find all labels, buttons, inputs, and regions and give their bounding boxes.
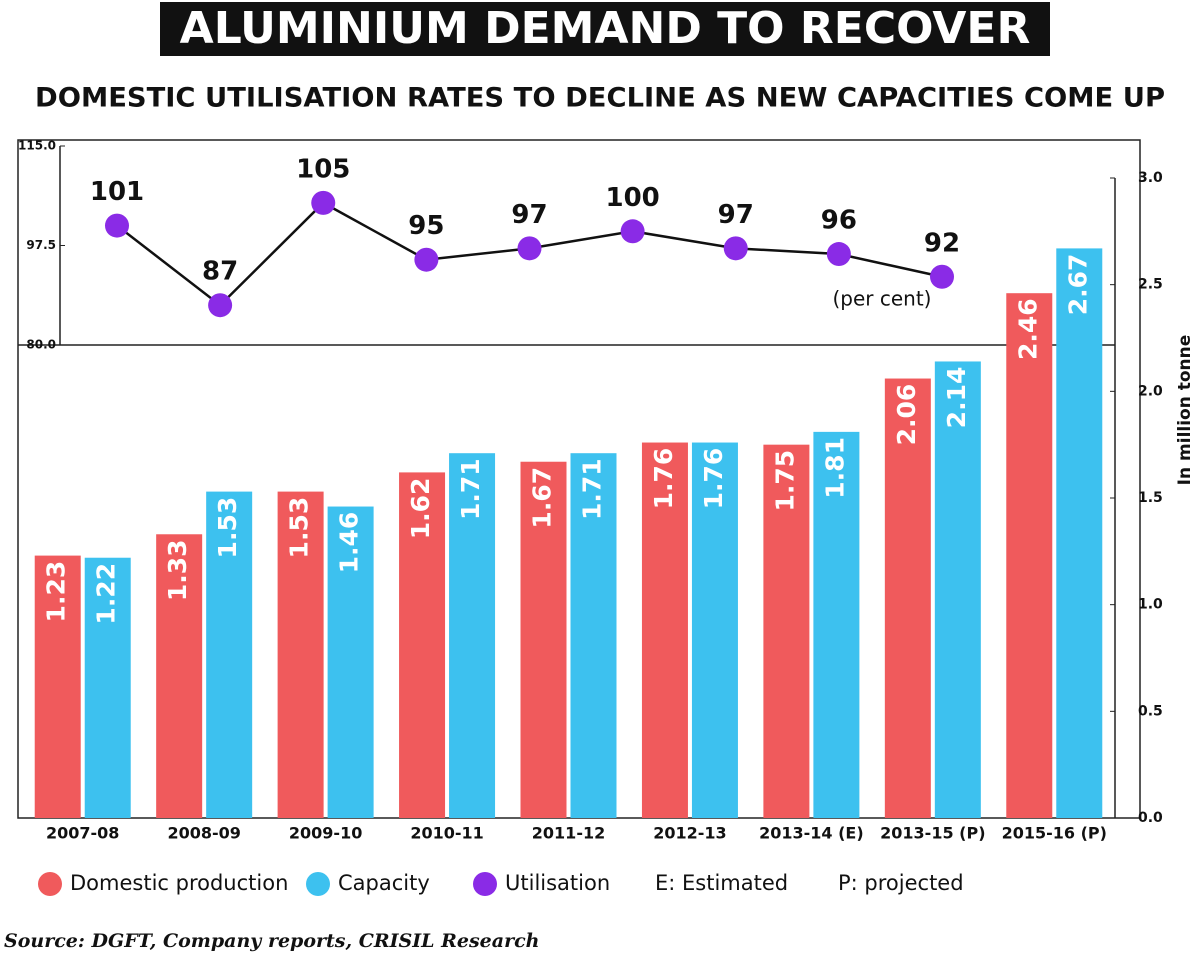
data-label: 2.67 — [1063, 254, 1092, 316]
bar — [641, 442, 688, 818]
bar — [884, 378, 931, 818]
data-label: 1.67 — [528, 467, 557, 529]
bar — [1056, 248, 1103, 818]
x-tick-label: 2009-10 — [289, 824, 362, 843]
y-tick-label: 80.0 — [26, 338, 56, 352]
data-label: 92 — [924, 228, 960, 258]
y-axis-label: In million tonne — [1175, 335, 1195, 486]
bar — [813, 431, 860, 818]
data-label: 87 — [202, 257, 238, 287]
data-label: 1.22 — [92, 563, 121, 625]
utilisation-dot — [517, 236, 542, 261]
utilisation-dot — [930, 264, 954, 289]
data-label: 100 — [605, 183, 659, 213]
y-tick-label: 0.5 — [1138, 703, 1163, 719]
y-tick-label: 2.5 — [1138, 277, 1163, 293]
x-tick-label: 2008-09 — [167, 824, 240, 843]
data-label: 97 — [511, 200, 547, 230]
data-label: 1.71 — [578, 458, 607, 520]
legend-swatch — [473, 872, 497, 896]
y-tick-label: 3.0 — [1138, 170, 1163, 186]
y-tick-label: 115.0 — [18, 139, 56, 153]
data-label: 1.76 — [649, 448, 678, 510]
bar — [520, 461, 567, 818]
utilisation-dot — [723, 236, 748, 261]
data-label: 101 — [90, 177, 144, 207]
bar — [934, 361, 981, 818]
data-label: 1.75 — [770, 450, 799, 512]
y-tick-label: 97.5 — [26, 238, 56, 252]
bar — [763, 444, 810, 818]
y-tick-label: 1.5 — [1138, 490, 1163, 506]
x-tick-label: 2013-15 (P) — [880, 824, 985, 843]
bar — [84, 557, 131, 818]
chart-title: ALUMINIUM DEMAND TO RECOVER — [180, 3, 1031, 54]
source: Source: DGFT, Company reports, CRISIL Re… — [4, 930, 539, 952]
chart-subtitle: DOMESTIC UTILISATION RATES TO DECLINE AS… — [35, 83, 1165, 114]
note: P: projected — [838, 871, 964, 895]
y-tick-label: 2.0 — [1138, 383, 1163, 399]
utilisation-dot — [105, 213, 129, 238]
data-label: 1.53 — [213, 497, 242, 559]
data-label: 105 — [296, 154, 350, 184]
utilisation-dot — [208, 293, 233, 318]
legend-swatch — [306, 872, 330, 896]
y-tick-label: 1.0 — [1138, 597, 1163, 613]
legend-label: Domestic production — [70, 871, 288, 895]
bar — [327, 506, 374, 818]
legend-label: Utilisation — [505, 871, 610, 895]
bar — [399, 472, 446, 818]
data-label: 2.14 — [942, 367, 971, 429]
bar — [449, 453, 496, 818]
x-tick-label: 2013-14 (E) — [759, 824, 864, 843]
data-label: 1.81 — [820, 437, 849, 499]
data-label: 1.53 — [285, 497, 314, 559]
data-label: 96 — [821, 206, 857, 236]
data-label: 1.62 — [406, 478, 435, 540]
utilisation-dot — [620, 219, 645, 244]
x-tick-label: 2007-08 — [46, 824, 119, 843]
data-label: 1.23 — [42, 561, 71, 623]
utilisation-dot — [414, 247, 439, 272]
legend-swatch — [38, 872, 62, 896]
data-label: 2.06 — [892, 384, 921, 446]
data-label: 1.46 — [335, 512, 364, 574]
utilisation-dot — [826, 242, 851, 267]
note: E: Estimated — [655, 871, 788, 895]
bar — [691, 442, 738, 818]
x-tick-label: 2011-12 — [532, 824, 605, 843]
bar — [206, 491, 253, 818]
bar — [277, 491, 324, 818]
data-label: 95 — [408, 211, 444, 241]
data-label: 97 — [718, 200, 754, 230]
bar — [34, 555, 81, 818]
legend-label: Capacity — [338, 871, 430, 895]
title-band — [160, 2, 1050, 56]
y-tick-label: 0.0 — [1138, 810, 1163, 826]
utilisation-dot — [311, 190, 336, 215]
data-label: 1.71 — [456, 458, 485, 520]
bar — [570, 453, 617, 818]
data-label: 1.76 — [699, 448, 728, 510]
data-label: 2.46 — [1013, 298, 1042, 360]
x-tick-label: 2010-11 — [410, 824, 483, 843]
bar — [156, 534, 203, 818]
x-tick-label: 2012-13 — [653, 824, 726, 843]
bar — [1006, 293, 1053, 818]
annotation: (per cent) — [832, 287, 931, 311]
x-tick-label: 2015-16 (P) — [1002, 824, 1107, 843]
data-label: 1.33 — [163, 539, 192, 601]
